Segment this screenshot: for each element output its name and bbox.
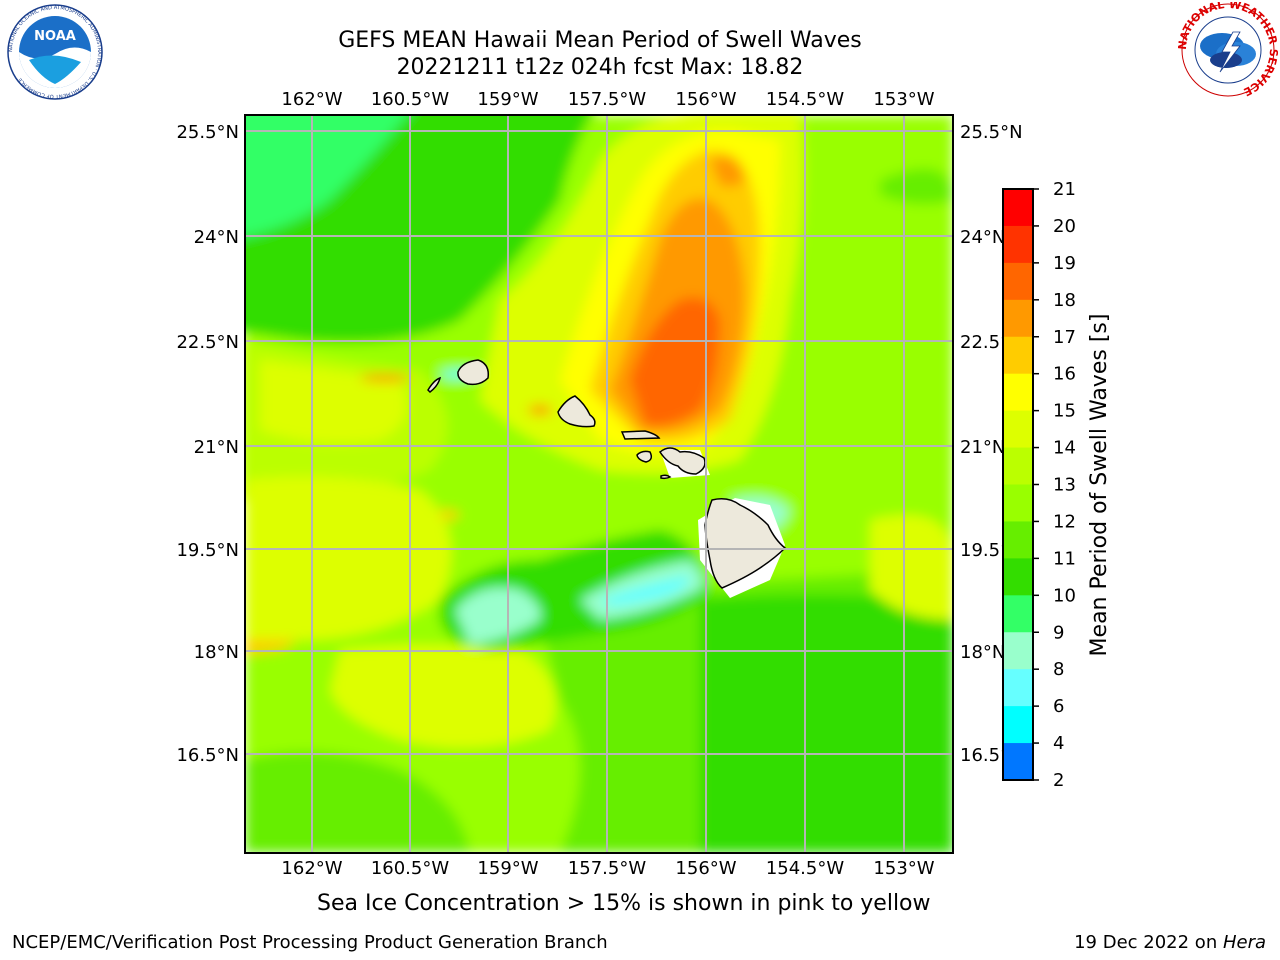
lat-label-right-3: 21°N	[960, 437, 1005, 458]
footer-credit: NCEP/EMC/Verification Post Processing Pr…	[12, 932, 608, 953]
colorbar: 21 20 19 18 17 16 15 14 13 12 11 10 9 8 6 4 2	[1003, 179, 1076, 791]
colorbar-tick-label: 21	[1053, 179, 1076, 200]
colorbar-tick-label: 16	[1053, 364, 1076, 385]
colorbar-tick-label: 18	[1053, 290, 1076, 311]
colorbar-tick-label: 20	[1053, 216, 1076, 237]
swell-period-field	[245, 115, 953, 853]
island-niihau	[427, 376, 442, 393]
lon-label-bottom-4: 156°W	[675, 858, 736, 879]
map-subtitle: 20221211 t12z 024h fcst Max: 18.82	[396, 55, 804, 80]
island-maui	[658, 447, 706, 475]
colorbar-segment	[1003, 225, 1033, 264]
graticule	[245, 115, 953, 853]
lat-label-left-1: 24°N	[194, 227, 239, 248]
colorbar-segment	[1003, 262, 1033, 301]
footer-host: Hera	[1222, 932, 1266, 953]
colorbar-tick-label: 11	[1053, 548, 1076, 569]
hawaiian-islands	[427, 359, 787, 589]
colorbar-segment	[1003, 299, 1033, 338]
lon-label-top-4: 156°W	[675, 89, 736, 110]
map-frame	[244, 114, 954, 854]
sea-ice-caption: Sea Ice Concentration > 15% is shown in …	[317, 891, 931, 916]
lat-label-left-3: 21°N	[194, 437, 239, 458]
map-title: GEFS MEAN Hawaii Mean Period of Swell Wa…	[338, 28, 862, 53]
lon-label-top-0: 162°W	[281, 89, 342, 110]
colorbar-segment	[1003, 558, 1033, 596]
colorbar-segment	[1003, 373, 1033, 412]
colorbar-tick-label: 10	[1053, 585, 1076, 606]
colorbar-tick-label: 14	[1053, 438, 1076, 459]
colorbar-segment	[1003, 484, 1033, 522]
lat-label-left-6: 16.5°N	[176, 745, 239, 766]
lat-label-left-5: 18°N	[194, 642, 239, 663]
colorbar-tick-label: 4	[1053, 733, 1064, 754]
colorbar-tick-label: 12	[1053, 511, 1076, 532]
lat-label-left-2: 22.5°N	[176, 332, 239, 353]
lat-label-right-1: 24°N	[960, 227, 1005, 248]
lon-label-top-2: 159°W	[477, 89, 538, 110]
lon-label-bottom-0: 162°W	[281, 858, 342, 879]
colorbar-tick-label: 17	[1053, 327, 1076, 348]
island-molokai	[620, 430, 661, 440]
colorbar-segment	[1003, 743, 1033, 781]
lon-label-bottom-5: 154.5°W	[766, 858, 845, 879]
footer-date: 19 Dec 2022 on Hera	[1074, 932, 1266, 953]
island-kahoolawe	[660, 474, 672, 480]
colorbar-frame	[1002, 188, 1034, 781]
island-lanai	[636, 450, 653, 463]
lon-label-bottom-1: 160.5°W	[371, 858, 450, 879]
colorbar-segment	[1003, 669, 1033, 707]
lat-label-left-0: 25.5°N	[176, 122, 239, 143]
footer-date-text: 19 Dec 2022 on	[1074, 932, 1223, 953]
colorbar-tick-label: 8	[1053, 659, 1064, 680]
lon-label-top-3: 157.5°W	[568, 89, 647, 110]
island-oahu	[557, 395, 596, 428]
colorbar-segment	[1003, 632, 1033, 670]
colorbar-tick-label: 6	[1053, 696, 1064, 717]
lon-label-bottom-6: 153°W	[873, 858, 934, 879]
colorbar-segment	[1003, 595, 1033, 633]
island-kauai	[457, 359, 490, 386]
lat-label-right-0: 25.5°N	[960, 122, 1023, 143]
colorbar-tick-label: 15	[1053, 401, 1076, 422]
lon-label-top-1: 160.5°W	[371, 89, 450, 110]
lat-label-left-4: 19.5°N	[176, 540, 239, 561]
noaa-wordmark: NOAA	[34, 29, 76, 44]
colorbar-segment	[1003, 189, 1033, 227]
lon-label-top-5: 154.5°W	[766, 89, 845, 110]
colorbar-segment	[1003, 410, 1033, 449]
nws-logo: NATIONAL WEATHER SERVICE	[1178, 2, 1278, 98]
colorbar-segment	[1003, 336, 1033, 375]
colorbar-tick-label: 13	[1053, 475, 1076, 496]
noaa-logo: NOAA NATIONAL OCEANIC AND ATMOSPHERIC AD…	[7, 4, 103, 100]
colorbar-segment	[1003, 447, 1033, 485]
lon-label-bottom-3: 157.5°W	[568, 858, 647, 879]
colorbar-segment	[1003, 706, 1033, 744]
lat-label-right-5: 18°N	[960, 642, 1005, 663]
colorbar-tick-label: 19	[1053, 253, 1076, 274]
lon-label-bottom-2: 159°W	[477, 858, 538, 879]
colorbar-tick-label: 9	[1053, 622, 1064, 643]
colorbar-label: Mean Period of Swell Waves [s]	[1087, 314, 1112, 657]
colorbar-segment	[1003, 521, 1033, 559]
lon-label-top-6: 153°W	[873, 89, 934, 110]
colorbar-tick-label: 2	[1053, 770, 1064, 791]
